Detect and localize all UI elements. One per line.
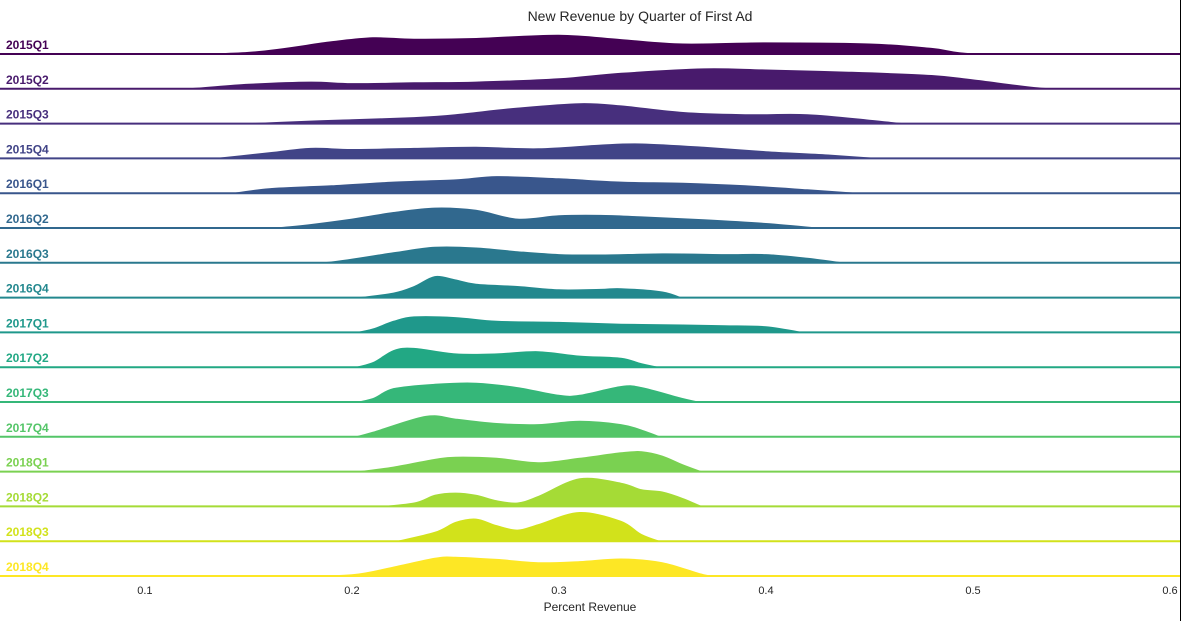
density-area-2016q2 xyxy=(248,206,829,229)
row-label-2017q1: 2017Q1 xyxy=(6,316,49,330)
row-label-2016q1: 2016Q1 xyxy=(6,177,49,191)
density-area-2016q4 xyxy=(351,274,684,299)
x-tick-label: 0.2 xyxy=(344,585,359,597)
x-tick-label: 0.5 xyxy=(965,585,980,597)
ridge-2017q4: 2017Q4 xyxy=(0,414,1180,438)
density-area-2015q2 xyxy=(144,67,1077,90)
ridges-group: 2015Q1 2015Q2 2015Q3 2015Q4 2016Q1 2016Q2 2016… xyxy=(0,33,1180,577)
ridge-2017q3: 2017Q3 xyxy=(0,381,1180,403)
row-label-2017q4: 2017Q4 xyxy=(6,421,49,435)
x-tick-label: 0.6 xyxy=(1162,585,1177,597)
x-tick-label: 0.3 xyxy=(551,585,566,597)
density-area-2018q3 xyxy=(393,510,663,542)
x-axis-ticks: 0.1 0.2 0.3 0.4 0.5 0.6 xyxy=(137,585,1177,597)
row-label-2016q2: 2016Q2 xyxy=(6,212,49,226)
row-label-2016q3: 2016Q3 xyxy=(6,247,49,261)
density-area-2016q1 xyxy=(227,175,870,194)
density-area-2017q1 xyxy=(351,315,808,333)
x-axis-label: Percent Revenue xyxy=(544,600,637,614)
ridge-2015q2: 2015Q2 xyxy=(0,67,1180,90)
ridge-2015q4: 2015Q4 xyxy=(0,142,1180,160)
ridge-2017q2: 2017Q2 xyxy=(0,346,1180,369)
row-label-2015q2: 2015Q2 xyxy=(6,73,49,87)
x-tick-label: 0.4 xyxy=(758,585,773,597)
x-tick-label: 0.1 xyxy=(137,585,152,597)
chart-title: New Revenue by Quarter of First Ad xyxy=(528,8,753,24)
row-label-2017q3: 2017Q3 xyxy=(6,386,49,400)
row-label-2016q4: 2016Q4 xyxy=(6,282,49,296)
row-label-2015q3: 2015Q3 xyxy=(6,108,49,122)
row-label-2018q4: 2018Q4 xyxy=(6,560,49,574)
ridge-2016q2: 2016Q2 xyxy=(0,206,1180,229)
density-area-2018q2 xyxy=(372,476,705,507)
density-area-2018q4 xyxy=(289,555,725,577)
density-area-2015q1 xyxy=(144,33,1077,55)
row-label-2018q2: 2018Q2 xyxy=(6,490,49,504)
density-area-2017q2 xyxy=(351,346,663,368)
row-label-2015q1: 2015Q1 xyxy=(6,38,49,52)
row-label-2018q1: 2018Q1 xyxy=(6,456,49,470)
ridge-2015q1: 2015Q1 xyxy=(0,33,1180,55)
ridge-2016q3: 2016Q3 xyxy=(0,245,1180,264)
density-area-2015q4 xyxy=(206,142,891,159)
ridge-2015q3: 2015Q3 xyxy=(0,102,1180,125)
row-label-2017q2: 2017Q2 xyxy=(6,351,49,365)
density-area-2017q3 xyxy=(351,381,704,403)
ridge-2016q1: 2016Q1 xyxy=(0,175,1180,195)
row-label-2015q4: 2015Q4 xyxy=(6,142,49,156)
ridge-2017q1: 2017Q1 xyxy=(0,315,1180,334)
density-area-2017q4 xyxy=(351,414,663,438)
ridge-2018q4: 2018Q4 xyxy=(0,555,1180,577)
ridge-2016q4: 2016Q4 xyxy=(0,274,1180,299)
ridge-2018q2: 2018Q2 xyxy=(0,476,1180,508)
row-label-2018q3: 2018Q3 xyxy=(6,525,49,539)
density-area-2016q3 xyxy=(289,245,849,264)
ridge-2018q3: 2018Q3 xyxy=(0,510,1180,543)
density-area-2015q3 xyxy=(206,102,911,125)
ridge-2018q1: 2018Q1 xyxy=(0,449,1180,473)
density-area-2018q1 xyxy=(351,449,705,473)
